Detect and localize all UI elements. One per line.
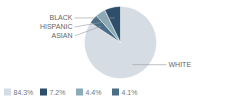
svg-text:HISPANIC: HISPANIC bbox=[40, 23, 73, 30]
svg-text:BLACK: BLACK bbox=[50, 14, 73, 21]
svg-text:4.4%: 4.4% bbox=[86, 89, 102, 96]
svg-text:84.3%: 84.3% bbox=[14, 89, 34, 96]
svg-text:4.1%: 4.1% bbox=[122, 89, 138, 96]
svg-text:7.2%: 7.2% bbox=[50, 89, 66, 96]
svg-text:ASIAN: ASIAN bbox=[51, 32, 72, 39]
svg-text:WHITE: WHITE bbox=[169, 61, 192, 68]
